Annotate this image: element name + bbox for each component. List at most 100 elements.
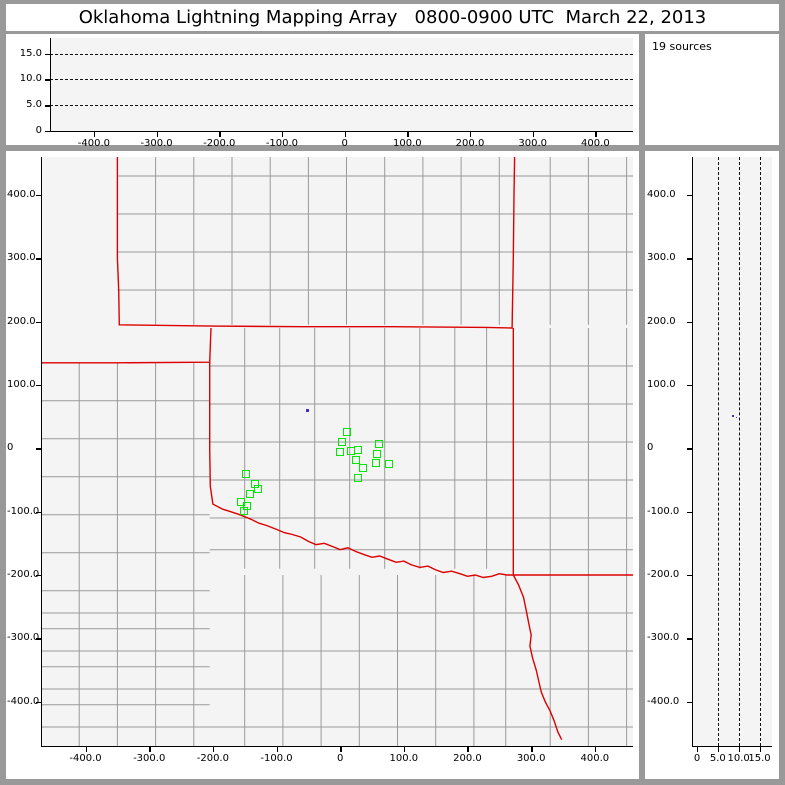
top-x-tick-label: 100.0 bbox=[392, 138, 422, 149]
altitude-vs-ns-panel: 0 5.0 10.0 15.0 400.0 300.0 200.0 100.0 0 -100.0 -… bbox=[645, 151, 779, 779]
map-y-tick-label: 0 bbox=[7, 442, 14, 454]
top-grid-line bbox=[50, 53, 633, 55]
lightning-source-marker bbox=[246, 490, 255, 499]
altitude-source-point bbox=[732, 415, 734, 417]
top-x-tick-label: 200.0 bbox=[455, 138, 485, 149]
altitude-vs-ew-panel: 0 5.0 10.0 15.0 -400.0 -300.0 -200.0 -100.0 0 100… bbox=[6, 34, 639, 149]
map-x-tick-label: 300.0 bbox=[516, 753, 546, 764]
side-y-tick-label: 400.0 bbox=[647, 189, 676, 200]
side-y-tick-label: 100.0 bbox=[647, 379, 676, 390]
plan-view-map-panel: 400.0 300.0 200.0 100.0 0 -100.0 -200.0 -300.0 -… bbox=[6, 151, 639, 779]
top-x-tick bbox=[281, 131, 284, 137]
top-x-tick-label: 300.0 bbox=[518, 138, 548, 149]
map-y-tick bbox=[36, 321, 42, 324]
top-grid-line bbox=[50, 79, 633, 81]
side-x-tick bbox=[738, 746, 741, 752]
lightning-source-marker bbox=[354, 445, 363, 454]
map-x-tick-label: -300.0 bbox=[133, 753, 166, 764]
side-x-tick-label: 5.0 bbox=[709, 753, 726, 764]
side-y-tick-label: -200.0 bbox=[647, 569, 680, 580]
title-bar: Oklahoma Lightning Mapping Array 0800-09… bbox=[6, 4, 779, 31]
map-y-tick bbox=[36, 385, 42, 387]
altitude-vs-ew-plot-area[interactable] bbox=[50, 38, 633, 131]
top-grid-line bbox=[50, 105, 633, 107]
map-y-tick-label: 100.0 bbox=[7, 379, 36, 390]
side-y-tick bbox=[687, 448, 693, 450]
side-y-tick bbox=[687, 385, 693, 387]
top-x-tick bbox=[595, 131, 597, 137]
map-y-tick-label: 200.0 bbox=[7, 315, 36, 327]
map-x-axis bbox=[41, 746, 633, 748]
map-x-tick bbox=[403, 746, 406, 752]
map-y-tick bbox=[36, 448, 42, 450]
map-x-tick-label: 0 bbox=[336, 753, 344, 764]
map-y-tick bbox=[36, 638, 42, 640]
top-chart-x-axis bbox=[50, 131, 633, 133]
state-border-red-river bbox=[250, 518, 514, 579]
map-x-tick-label: 400.0 bbox=[580, 753, 610, 764]
page-title: Oklahoma Lightning Mapping Array 0800-09… bbox=[78, 7, 707, 28]
top-y-tick bbox=[45, 79, 51, 81]
map-y-tick-label: -400.0 bbox=[7, 695, 40, 707]
map-geography bbox=[41, 157, 633, 746]
altitude-source-point bbox=[735, 416, 738, 419]
top-x-tick-label: -100.0 bbox=[265, 138, 299, 149]
lightning-source-marker bbox=[342, 427, 351, 436]
lightning-source-marker bbox=[384, 459, 393, 468]
county-borders-layer bbox=[41, 157, 633, 746]
side-x-tick bbox=[717, 746, 720, 752]
map-x-tick bbox=[594, 746, 597, 752]
top-x-tick bbox=[219, 131, 221, 137]
state-border-tx-panhandle-north bbox=[41, 327, 212, 364]
side-y-tick bbox=[687, 701, 693, 704]
map-x-tick bbox=[531, 746, 533, 752]
side-y-tick-label: -300.0 bbox=[647, 632, 680, 644]
top-y-tick bbox=[45, 53, 51, 55]
map-y-axis bbox=[41, 157, 43, 746]
top-x-tick bbox=[407, 131, 409, 137]
side-y-tick bbox=[687, 195, 693, 197]
top-x-tick-label: -300.0 bbox=[140, 138, 173, 149]
lightning-source-marker bbox=[359, 463, 368, 472]
altitude-vs-ns-plot-area[interactable] bbox=[692, 157, 772, 746]
map-y-tick bbox=[36, 511, 42, 514]
side-x-tick-label: 15.0 bbox=[748, 753, 771, 764]
map-x-tick bbox=[149, 746, 151, 752]
lightning-source-marker bbox=[242, 501, 251, 510]
map-y-tick bbox=[36, 575, 42, 577]
side-grid-line bbox=[738, 157, 740, 746]
top-x-tick bbox=[470, 131, 472, 137]
map-x-tick bbox=[276, 746, 278, 752]
map-y-tick bbox=[36, 701, 42, 704]
top-y-tick-label: 0 bbox=[35, 125, 42, 136]
map-x-tick-label: 200.0 bbox=[453, 753, 482, 764]
sources-count-panel: 19 sources bbox=[645, 34, 779, 145]
map-y-tick-label: -200.0 bbox=[7, 569, 40, 580]
map-plot-area[interactable] bbox=[41, 157, 633, 746]
side-x-tick-label: 0 bbox=[693, 753, 701, 764]
sources-count-label: 19 sources bbox=[652, 40, 712, 53]
side-y-tick-label: 200.0 bbox=[647, 315, 676, 327]
top-chart-y-axis bbox=[50, 38, 52, 131]
top-y-tick bbox=[45, 131, 51, 133]
state-border-tx-la bbox=[512, 574, 563, 741]
map-x-tick-label: -200.0 bbox=[196, 753, 229, 764]
side-y-tick-label: -400.0 bbox=[647, 695, 680, 707]
map-x-tick bbox=[467, 746, 469, 752]
map-y-tick-label: -300.0 bbox=[7, 632, 40, 644]
top-x-tick bbox=[93, 131, 96, 137]
top-x-tick-label: -200.0 bbox=[203, 138, 236, 149]
top-y-tick-label: 10.0 bbox=[19, 73, 42, 85]
side-chart-x-axis bbox=[692, 746, 772, 748]
lightning-source-marker bbox=[241, 469, 250, 478]
side-x-tick-label: 10.0 bbox=[727, 753, 750, 764]
lightning-source-marker bbox=[346, 447, 355, 456]
side-y-tick bbox=[687, 511, 693, 514]
side-y-tick-label: -100.0 bbox=[647, 505, 680, 517]
map-y-tick-label: 300.0 bbox=[7, 252, 36, 264]
state-border-ks-ok bbox=[116, 157, 516, 329]
side-y-tick bbox=[687, 575, 693, 577]
map-x-tick-label: 100.0 bbox=[389, 753, 419, 764]
map-x-tick-label: -100.0 bbox=[260, 753, 293, 764]
side-y-tick-label: 300.0 bbox=[647, 252, 676, 264]
